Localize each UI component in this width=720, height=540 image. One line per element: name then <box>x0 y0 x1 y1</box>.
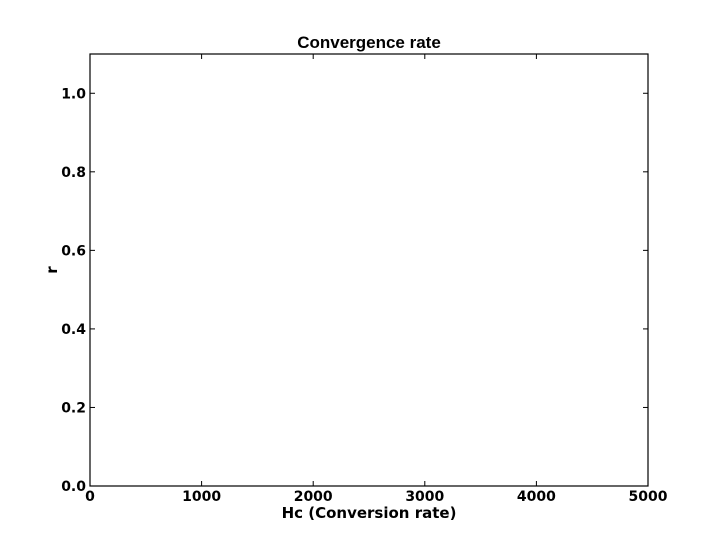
y-tick-label: 0.4 <box>61 322 86 338</box>
y-tick-label: 0.8 <box>61 165 86 181</box>
y-tick-label: 0.0 <box>61 479 86 495</box>
x-tick-label: 4000 <box>517 489 556 505</box>
y-axis-title: r <box>43 266 61 274</box>
plot-background <box>90 54 648 486</box>
x-tick-label: 1000 <box>182 489 221 505</box>
x-tick-label: 3000 <box>405 489 444 505</box>
y-tick-label: 0.2 <box>61 400 86 416</box>
x-tick-label: 0 <box>85 489 95 505</box>
chart-title: Convergence rate <box>297 33 441 52</box>
x-axis-title: Hc (Conversion rate) <box>282 504 457 522</box>
y-tick-label: 0.6 <box>61 243 86 259</box>
plot-frame <box>89 53 649 487</box>
x-tick-label: 5000 <box>629 489 668 505</box>
tick-labels: 0 1000 2000 3000 4000 5000 0.0 0.2 0.4 0.6 0.8 1.0 <box>61 86 668 505</box>
y-tick-label: 1.0 <box>61 86 86 102</box>
x-tick-label: 2000 <box>294 489 333 505</box>
